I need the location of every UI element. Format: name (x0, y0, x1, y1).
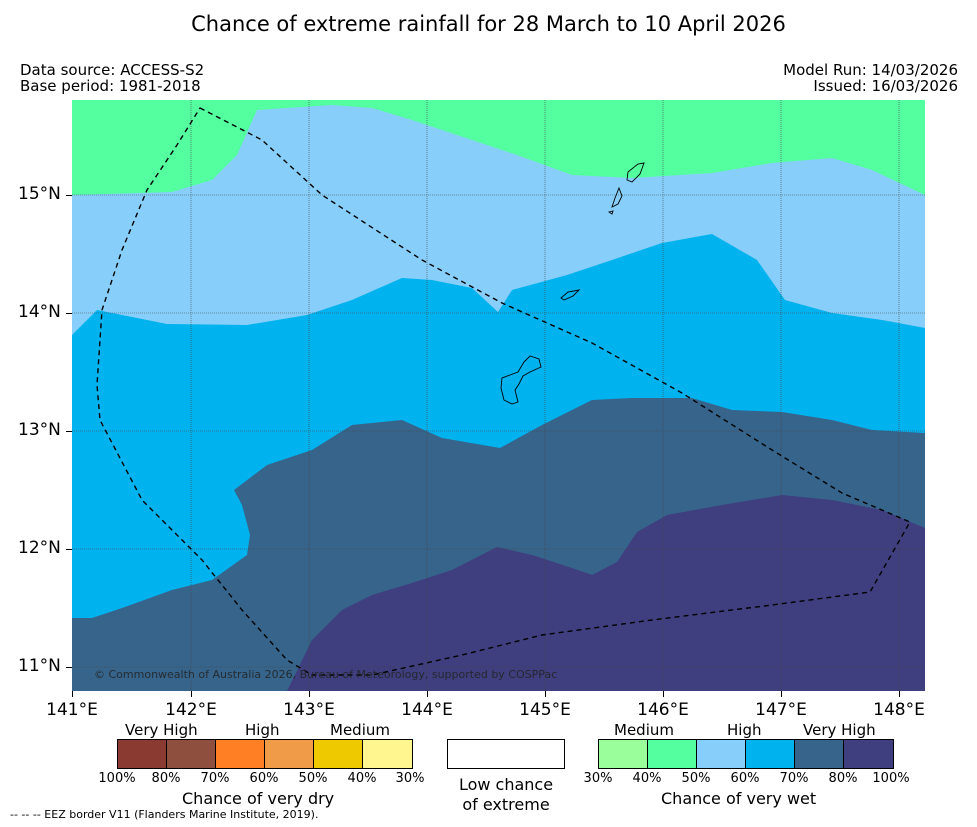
dry-swatch (216, 740, 265, 768)
lat-label-15: 15°N (18, 184, 61, 204)
low-chance-swatch (447, 739, 565, 769)
dry-swatch (118, 740, 167, 768)
lat-label-13: 13°N (18, 420, 61, 440)
dry-swatch (265, 740, 314, 768)
lon-label-141: 141°E (46, 700, 98, 720)
wet-legend-title: Chance of very wet (661, 789, 817, 808)
dry-category-medium: Medium (330, 721, 390, 739)
base-period: Base period: 1981-2018 (20, 77, 201, 95)
issued-date: Issued: 16/03/2026 (813, 77, 958, 95)
region-40-50 (72, 100, 925, 195)
wet-swatch (795, 740, 844, 768)
wet-category-medium: Medium (614, 721, 674, 739)
dry-swatch (167, 740, 216, 768)
dry-swatch (363, 740, 412, 768)
wet-tick: 30% (583, 771, 613, 786)
dry-tick: 100% (98, 771, 136, 786)
dry-tick: 70% (200, 771, 230, 786)
lon-label-147: 147°E (755, 700, 807, 720)
region-80-100 (287, 495, 925, 691)
island-tinian (611, 186, 623, 208)
lon-label-145: 145°E (519, 700, 571, 720)
dry-tick: 40% (347, 771, 377, 786)
data-source: Data source: ACCESS-S2 (20, 61, 205, 79)
wet-tick: 100% (872, 771, 910, 786)
dry-category-very-high: Very High (125, 721, 198, 739)
lon-label-142: 142°E (165, 700, 217, 720)
low-chance-label-line1: Low chance (458, 775, 554, 794)
copyright-notice: © Commonwealth of Australia 2026, Bureau… (94, 668, 558, 681)
wet-category-very-high: Very High (803, 721, 876, 739)
dry-tick: 80% (151, 771, 181, 786)
wet-swatch (697, 740, 746, 768)
dry-swatch (314, 740, 363, 768)
lon-label-143: 143°E (283, 700, 335, 720)
island-rota (560, 289, 581, 301)
dry-colorbar (117, 739, 413, 769)
lon-label-144: 144°E (401, 700, 453, 720)
dry-category-high: High (245, 721, 280, 739)
island-guam (500, 355, 542, 405)
wet-swatch (844, 740, 893, 768)
wet-swatch (746, 740, 795, 768)
low-chance-label-line2: of extreme (462, 795, 550, 814)
wet-tick: 50% (681, 771, 711, 786)
model-run: Model Run: 14/03/2026 (783, 61, 958, 79)
dry-tick: 30% (395, 771, 425, 786)
lon-label-146: 146°E (637, 700, 689, 720)
lat-label-12: 12°N (18, 538, 61, 558)
wet-swatch (599, 740, 648, 768)
wet-swatch (648, 740, 697, 768)
dry-tick: 50% (298, 771, 328, 786)
island-aguijan (607, 210, 614, 215)
island-outlines (500, 162, 645, 405)
rainfall-map: © Commonwealth of Australia 2026, Bureau… (72, 100, 925, 691)
lat-label-11: 11°N (18, 656, 61, 676)
wet-category-high: High (727, 721, 762, 739)
wet-colorbar (598, 739, 894, 769)
wet-tick: 40% (632, 771, 662, 786)
wet-tick: 60% (730, 771, 760, 786)
map-title: Chance of extreme rainfall for 28 March … (191, 12, 786, 36)
dry-legend-title: Chance of very dry (182, 789, 335, 808)
lat-label-14: 14°N (18, 302, 61, 322)
lon-label-148: 148°E (873, 700, 925, 720)
dry-tick: 60% (249, 771, 279, 786)
wet-tick: 80% (828, 771, 858, 786)
graticule (72, 100, 925, 691)
wet-tick: 70% (779, 771, 809, 786)
island-saipan (626, 162, 645, 183)
eez-footnote: -- -- -- EEZ border V11 (Flanders Marine… (10, 808, 319, 821)
